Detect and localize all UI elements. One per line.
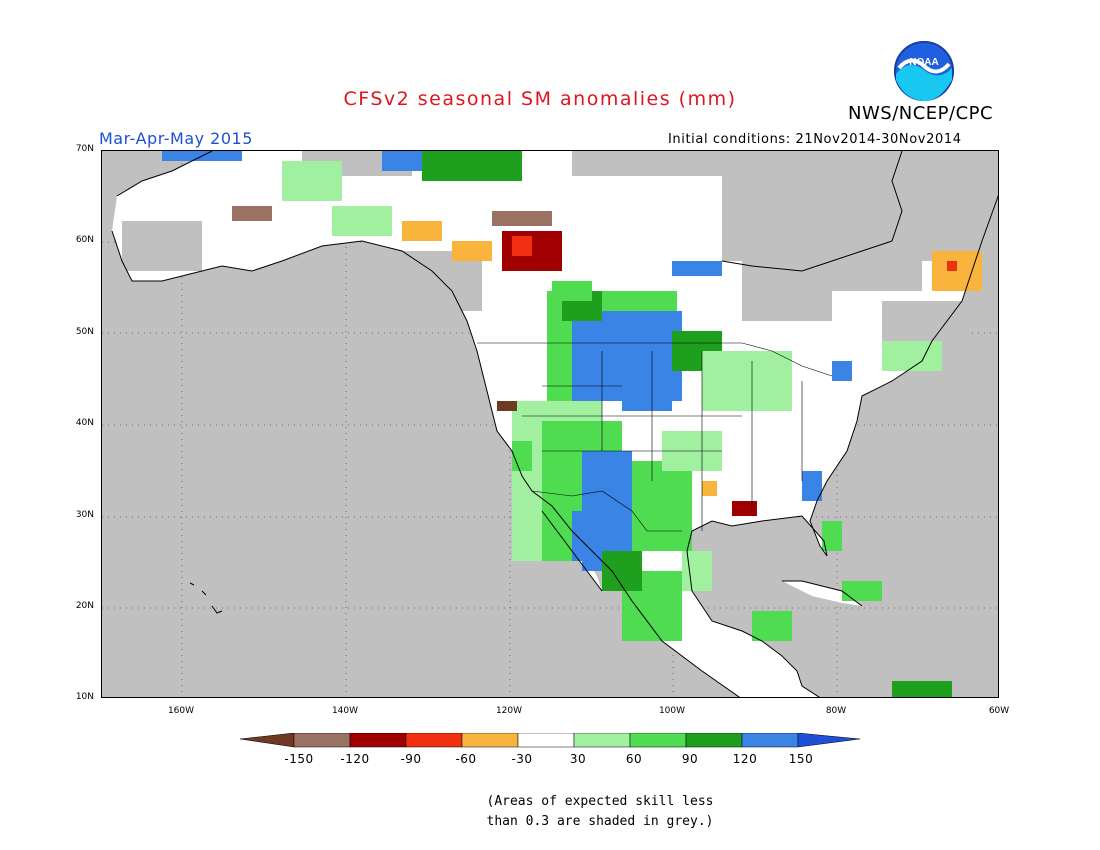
lon-label: 160W xyxy=(167,706,195,716)
anomaly-map xyxy=(101,150,999,698)
colorbar-label: 60 xyxy=(625,752,643,766)
colorbar-arrow-low xyxy=(240,733,295,748)
colorbar-segment xyxy=(741,733,799,748)
agency-label: NWS/NCEP/CPC xyxy=(848,103,994,124)
political-boundaries xyxy=(477,342,833,532)
lat-label: 50N xyxy=(75,327,94,337)
chart-title: CFSv2 seasonal SM anomalies (mm) xyxy=(343,88,737,110)
skill-note-line: than 0.3 are shaded in grey.) xyxy=(486,814,714,829)
low-skill-areas xyxy=(122,151,998,341)
season-label: Mar-Apr-May 2015 xyxy=(99,129,253,148)
coastlines xyxy=(111,151,998,697)
lat-label: 20N xyxy=(75,601,94,611)
colorbar-label: -30 xyxy=(511,752,533,766)
skill-note-line: (Areas of expected skill less xyxy=(486,794,714,809)
colorbar-label: 150 xyxy=(788,752,814,766)
colorbar-label: -90 xyxy=(400,752,422,766)
lat-label: 10N xyxy=(75,692,94,702)
lon-label: 60W xyxy=(988,706,1010,716)
map-frame xyxy=(101,150,999,698)
colorbar-label: 30 xyxy=(569,752,587,766)
svg-text:NOAA: NOAA xyxy=(909,57,938,68)
colorbar-segment xyxy=(685,733,743,748)
lon-label: 140W xyxy=(331,706,359,716)
colorbar-segment xyxy=(349,733,407,748)
lat-label: 40N xyxy=(75,418,94,428)
initial-conditions-label: Initial conditions: 21Nov2014-30Nov2014 xyxy=(668,132,962,147)
colorbar xyxy=(240,733,860,748)
colorbar-label: -120 xyxy=(340,752,370,766)
lon-label: 80W xyxy=(825,706,847,716)
colorbar-segment xyxy=(517,733,575,748)
colorbar-segment xyxy=(573,733,631,748)
lon-label: 100W xyxy=(658,706,686,716)
noaa-logo: NOAA xyxy=(894,41,954,102)
colorbar-label: -150 xyxy=(284,752,314,766)
lat-label: 60N xyxy=(75,235,94,245)
colorbar-segment xyxy=(629,733,687,748)
skill-note: (Areas of expected skill less than 0.3 a… xyxy=(470,792,730,832)
colorbar-segment xyxy=(405,733,463,748)
map-svg xyxy=(102,151,998,697)
colorbar-segment xyxy=(293,733,351,748)
colorbar-label: 120 xyxy=(732,752,758,766)
lat-label: 30N xyxy=(75,510,94,520)
colorbar-label: 90 xyxy=(681,752,699,766)
colorbar-segment xyxy=(461,733,519,748)
colorbar-label: -60 xyxy=(455,752,477,766)
colorbar-arrow-high xyxy=(797,733,860,748)
lat-label: 70N xyxy=(75,144,94,154)
lon-label: 120W xyxy=(495,706,523,716)
